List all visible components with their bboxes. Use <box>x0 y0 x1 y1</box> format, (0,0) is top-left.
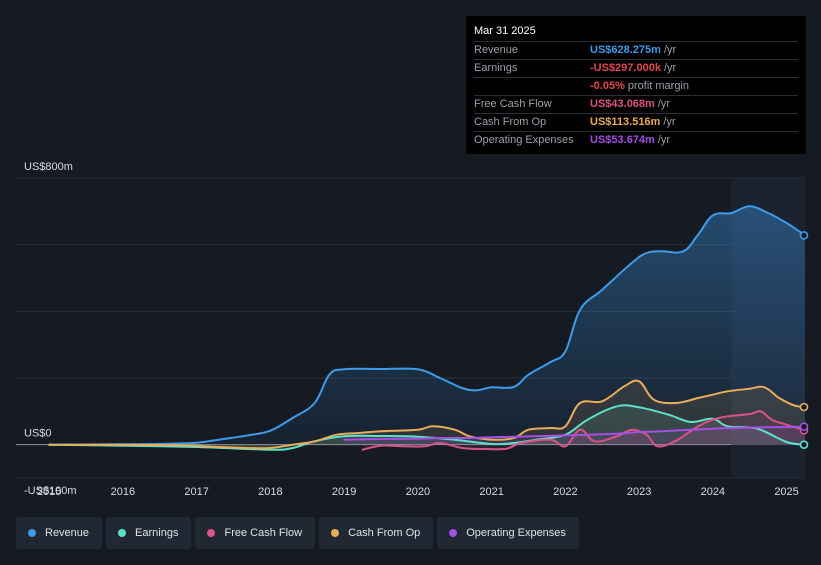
tooltip-row: Free Cash Flow US$43.068m/yr <box>474 96 798 114</box>
tooltip-row: Cash From Op US$113.516m/yr <box>474 114 798 132</box>
tooltip-row: Revenue US$628.275m/yr <box>474 42 798 60</box>
tooltip-row-unit: /yr <box>663 44 677 56</box>
x-tick-label: 2025 <box>774 486 798 498</box>
x-tick-label: 2019 <box>332 486 356 498</box>
tooltip-row-value: US$628.275m <box>590 44 661 56</box>
legend-item-free-cash-flow[interactable]: Free Cash Flow <box>195 517 316 549</box>
x-tick-label: 2021 <box>479 486 503 498</box>
legend-label: Free Cash Flow <box>224 527 303 539</box>
legend-label: Cash From Op <box>348 527 421 539</box>
legend-item-operating-expenses[interactable]: Operating Expenses <box>437 517 579 549</box>
series-line-cash-from-op <box>48 379 806 450</box>
series-area-revenue <box>49 206 805 445</box>
series-end-marker-earnings <box>799 440 809 449</box>
tooltip-row-unit: /yr <box>663 62 677 74</box>
y-tick-label: US$0 <box>24 428 52 440</box>
x-tick-label: 2017 <box>184 486 208 498</box>
tooltip-row-label: Free Cash Flow <box>474 98 552 110</box>
tooltip-row: -0.05% profit margin <box>474 78 798 96</box>
series-line-free-cash-flow <box>361 410 806 451</box>
series-area-free-cash-flow <box>362 411 805 450</box>
legend-item-cash-from-op[interactable]: Cash From Op <box>319 517 434 549</box>
tooltip-row-value: US$43.068m <box>590 98 655 110</box>
x-tick-label: 2015 <box>37 486 61 498</box>
tooltip-panel: Mar 31 2025 Revenue US$628.275m/yr Earning… <box>466 16 806 154</box>
x-tick-label: 2022 <box>553 486 577 498</box>
series-line-revenue <box>48 205 806 446</box>
legend-label: Revenue <box>45 527 90 539</box>
tooltip-row: Earnings -US$297.000k/yr <box>474 60 798 78</box>
series-end-marker-operating-expenses <box>799 422 809 431</box>
legend-item-revenue[interactable]: Revenue <box>16 517 103 549</box>
tooltip-row-unit: /yr <box>657 134 671 146</box>
tooltip-row-label <box>474 78 590 95</box>
x-tick-label: 2020 <box>406 486 430 498</box>
series-line-operating-expenses <box>343 425 806 441</box>
tooltip-row: Operating Expenses US$53.674m/yr <box>474 132 798 149</box>
legend-dot-icon <box>118 529 127 537</box>
x-tick-label: 2024 <box>701 486 725 498</box>
tooltip-date: Mar 31 2025 <box>474 24 798 42</box>
y-tick-label: US$800m <box>24 161 73 173</box>
series-end-marker-cash-from-op <box>799 402 809 412</box>
x-tick-label: 2018 <box>258 486 282 498</box>
tooltip-row-unit: /yr <box>657 98 671 110</box>
series-area-cash-from-op <box>49 380 805 449</box>
tooltip-row-label: Cash From Op <box>474 116 547 128</box>
series-end-marker-revenue <box>799 231 809 240</box>
tooltip-row-value: -0.05% <box>590 80 625 92</box>
series-area-earnings <box>49 405 805 450</box>
legend-label: Earnings <box>135 527 179 539</box>
legend-dot-icon <box>449 529 458 537</box>
legend-dot-icon <box>28 529 36 537</box>
x-tick-label: 2016 <box>111 486 135 498</box>
legend-dot-icon <box>331 529 340 537</box>
y-tick-label: -US$100m <box>24 485 77 497</box>
tooltip-row-value: -US$297.000k <box>590 62 661 74</box>
tooltip-row-label: Revenue <box>474 44 519 56</box>
tooltip-row-unit: /yr <box>663 116 676 128</box>
tooltip-row-value: US$53.674m <box>590 134 655 146</box>
legend: Revenue Earnings Free Cash Flow Cash From O… <box>16 517 579 549</box>
x-tick-label: 2023 <box>627 486 651 498</box>
legend-item-earnings[interactable]: Earnings <box>106 517 192 549</box>
tooltip-row-label: Earnings <box>474 62 518 74</box>
tooltip-row-label: Operating Expenses <box>474 134 574 146</box>
legend-label: Operating Expenses <box>466 527 566 539</box>
legend-dot-icon <box>207 529 216 537</box>
tooltip-row-unit: profit margin <box>627 80 689 92</box>
tooltip-row-value: US$113.516m <box>590 116 661 128</box>
